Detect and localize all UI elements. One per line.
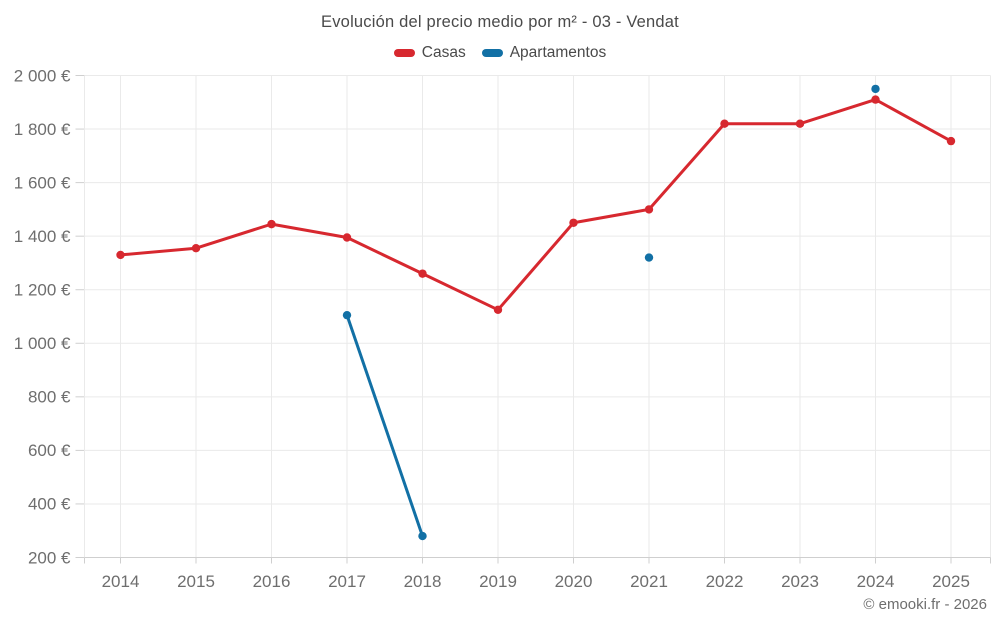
casas-line <box>119 98 953 312</box>
x-tick-label: 2020 <box>555 572 593 591</box>
x-tick-label: 2016 <box>253 572 291 591</box>
x-tick-label: 2018 <box>404 572 442 591</box>
x-tick-label: 2015 <box>177 572 215 591</box>
casas-point-2019[interactable] <box>493 305 503 315</box>
legend-item-casas[interactable]: Casas <box>393 44 466 62</box>
casas-point-2025[interactable] <box>946 136 956 146</box>
casas-point-2024[interactable] <box>871 95 880 104</box>
x-tick-label: 2025 <box>932 572 970 591</box>
legend: Casas Apartamentos <box>0 44 1000 62</box>
legend-swatch-icon <box>481 49 503 57</box>
x-tick-label: 2017 <box>328 572 366 591</box>
y-tick-label: 1 200 € <box>14 281 71 300</box>
x-tick-label: 2024 <box>857 572 895 591</box>
apartamentos-point-2018[interactable] <box>418 531 427 541</box>
legend-label: Casas <box>421 44 466 61</box>
y-tick-label: 1 400 € <box>14 227 71 246</box>
x-tick-label: 2014 <box>102 572 140 591</box>
casas-point-2023[interactable] <box>795 119 805 128</box>
y-tick-label: 400 € <box>28 495 71 514</box>
x-tick-label: 2019 <box>479 572 517 591</box>
credits-link[interactable]: © emooki.fr - 2026 <box>863 596 987 613</box>
apartamentos-point-2017[interactable] <box>342 310 352 320</box>
apartamentos-line <box>345 313 424 538</box>
chart-title: Evolución del precio medio por m² - 03 -… <box>321 13 679 31</box>
casas-point-2017[interactable] <box>342 233 352 242</box>
y-tick-label: 800 € <box>28 388 71 407</box>
apartamentos-point-2024[interactable] <box>871 84 880 94</box>
legend-swatch-icon <box>393 49 415 57</box>
casas-point-2022[interactable] <box>720 119 729 128</box>
x-tick-label: 2022 <box>706 572 744 591</box>
casas-point-2018[interactable] <box>418 269 427 278</box>
y-tick-label: 1 600 € <box>14 173 71 192</box>
casas-point-2014[interactable] <box>116 250 125 260</box>
legend-label: Apartamentos <box>509 44 607 61</box>
y-tick-label: 1 800 € <box>14 120 71 139</box>
legend-item-apartamentos[interactable]: Apartamentos <box>481 44 607 62</box>
casas-point-2021[interactable] <box>644 205 654 214</box>
casas-point-2020[interactable] <box>569 218 578 227</box>
apartamentos-point-2021[interactable] <box>644 253 654 262</box>
y-tick-label: 600 € <box>28 441 71 460</box>
casas-point-2016[interactable] <box>267 219 276 229</box>
x-tick-label: 2021 <box>630 572 668 591</box>
y-tick-label: 200 € <box>28 548 71 567</box>
y-tick-label: 1 000 € <box>14 334 71 353</box>
casas-point-2015[interactable] <box>191 244 201 253</box>
y-tick-label: 2 000 € <box>14 66 71 85</box>
x-tick-label: 2023 <box>781 572 819 591</box>
